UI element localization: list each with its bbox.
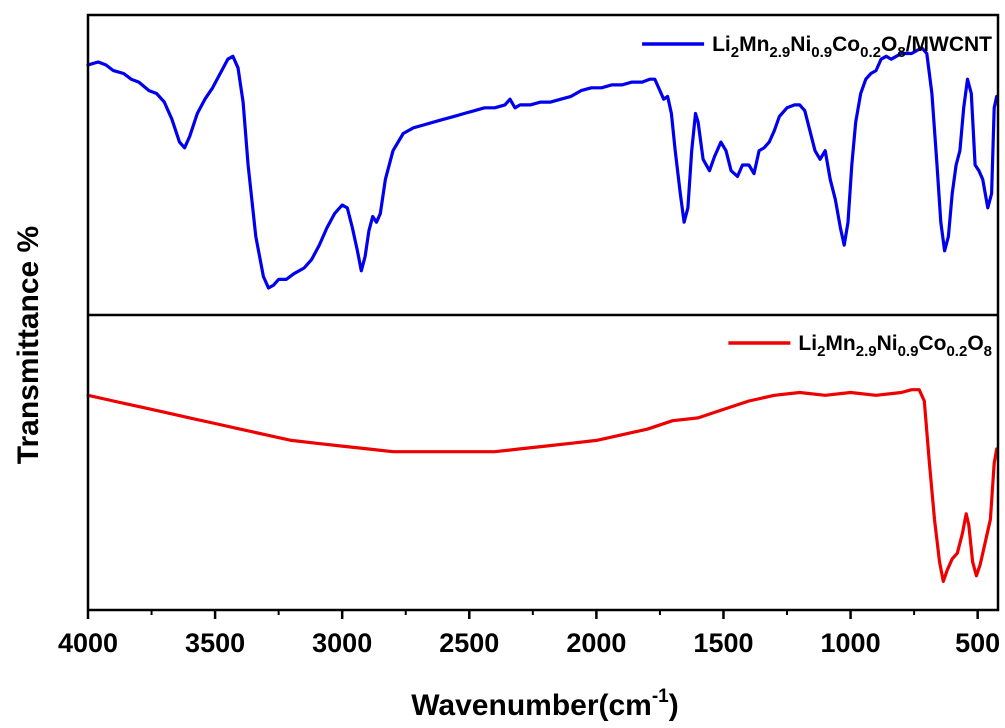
- legend-entry-2: Li2Mn2.9Ni0.9Co0.2O8: [728, 332, 992, 360]
- x-axis-title-superscript: -1: [652, 686, 669, 707]
- y-axis-title: Transmittance %: [12, 226, 45, 464]
- top-panel: [86, 46, 999, 290]
- plot-border: [86, 13, 1000, 612]
- x-tick-label: 1500: [693, 628, 753, 658]
- x-tick-label: 500: [955, 628, 1000, 658]
- legend-label: Li2Mn2.9Ni0.9Co0.2O8/MWCNT: [712, 33, 992, 61]
- series-line-1: [86, 46, 999, 290]
- x-tick-label: 3000: [312, 628, 372, 658]
- x-tick-label: 4000: [58, 628, 118, 658]
- legend-label: Li2Mn2.9Ni0.9Co0.2O8: [798, 332, 992, 360]
- x-axis-title-close: ): [669, 689, 679, 722]
- x-axis-title: Wavenumber(cm-1): [411, 686, 679, 722]
- x-tick-label: 2000: [566, 628, 626, 658]
- plot-frame: [86, 13, 1000, 612]
- legend-entry-1: Li2Mn2.9Ni0.9Co0.2O8/MWCNT: [642, 33, 992, 61]
- x-axis-title-main: Wavenumber(cm: [411, 689, 652, 722]
- series-line-2: [86, 388, 999, 583]
- x-tick-label: 2500: [439, 628, 499, 658]
- x-tick-label: 3500: [185, 628, 245, 658]
- legends: Li2Mn2.9Ni0.9Co0.2O8/MWCNT Li2Mn2.9Ni0.9C…: [642, 33, 992, 360]
- bottom-panel: [86, 388, 999, 583]
- x-tick-label: 1000: [821, 628, 881, 658]
- x-axis-ticks: 4000 3500 3000 2500 2000 1500 1000 500: [58, 610, 1000, 658]
